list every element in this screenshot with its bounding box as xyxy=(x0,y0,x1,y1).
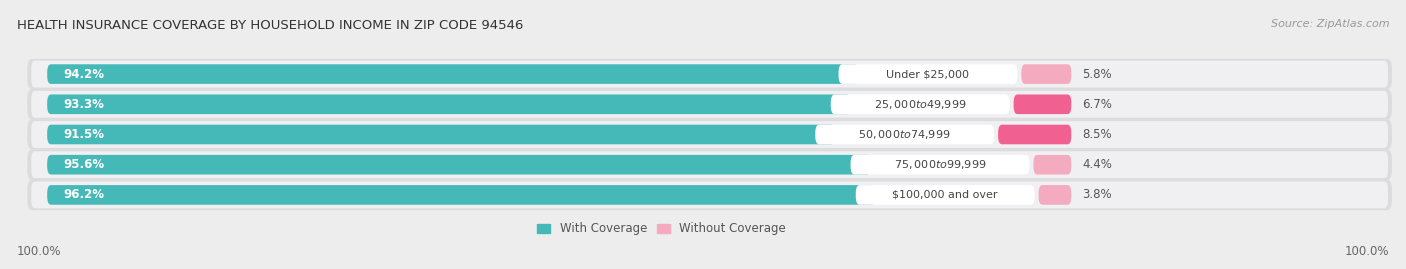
FancyBboxPatch shape xyxy=(27,180,1392,210)
FancyBboxPatch shape xyxy=(31,151,1388,178)
Text: Under $25,000: Under $25,000 xyxy=(886,69,970,79)
Text: Source: ZipAtlas.com: Source: ZipAtlas.com xyxy=(1271,19,1389,29)
FancyBboxPatch shape xyxy=(27,89,1392,119)
Text: 8.5%: 8.5% xyxy=(1083,128,1112,141)
Legend: With Coverage, Without Coverage: With Coverage, Without Coverage xyxy=(537,222,786,235)
Text: $25,000 to $49,999: $25,000 to $49,999 xyxy=(875,98,966,111)
Text: $50,000 to $74,999: $50,000 to $74,999 xyxy=(859,128,950,141)
FancyBboxPatch shape xyxy=(48,64,859,84)
FancyBboxPatch shape xyxy=(851,155,1029,175)
FancyBboxPatch shape xyxy=(48,155,870,175)
Text: 4.4%: 4.4% xyxy=(1083,158,1112,171)
FancyBboxPatch shape xyxy=(856,185,1035,205)
FancyBboxPatch shape xyxy=(831,94,1010,114)
FancyBboxPatch shape xyxy=(31,61,1388,87)
Text: 3.8%: 3.8% xyxy=(1083,188,1112,201)
Text: 6.7%: 6.7% xyxy=(1083,98,1112,111)
Text: 96.2%: 96.2% xyxy=(63,188,104,201)
Text: 5.8%: 5.8% xyxy=(1083,68,1112,81)
FancyBboxPatch shape xyxy=(27,59,1392,89)
FancyBboxPatch shape xyxy=(1014,94,1071,114)
FancyBboxPatch shape xyxy=(31,121,1388,148)
FancyBboxPatch shape xyxy=(27,150,1392,180)
FancyBboxPatch shape xyxy=(31,182,1388,208)
FancyBboxPatch shape xyxy=(998,125,1071,144)
Text: HEALTH INSURANCE COVERAGE BY HOUSEHOLD INCOME IN ZIP CODE 94546: HEALTH INSURANCE COVERAGE BY HOUSEHOLD I… xyxy=(17,19,523,32)
FancyBboxPatch shape xyxy=(27,119,1392,150)
FancyBboxPatch shape xyxy=(48,185,876,205)
FancyBboxPatch shape xyxy=(815,125,994,144)
Text: 91.5%: 91.5% xyxy=(63,128,104,141)
Text: 94.2%: 94.2% xyxy=(63,68,104,81)
FancyBboxPatch shape xyxy=(31,91,1388,118)
FancyBboxPatch shape xyxy=(48,125,835,144)
Text: 93.3%: 93.3% xyxy=(63,98,104,111)
FancyBboxPatch shape xyxy=(838,64,1018,84)
FancyBboxPatch shape xyxy=(48,94,851,114)
Text: 100.0%: 100.0% xyxy=(1344,245,1389,258)
Text: 100.0%: 100.0% xyxy=(17,245,62,258)
FancyBboxPatch shape xyxy=(1039,185,1071,205)
FancyBboxPatch shape xyxy=(1021,64,1071,84)
Text: $75,000 to $99,999: $75,000 to $99,999 xyxy=(894,158,986,171)
Text: $100,000 and over: $100,000 and over xyxy=(893,190,998,200)
FancyBboxPatch shape xyxy=(1033,155,1071,175)
Text: 95.6%: 95.6% xyxy=(63,158,104,171)
